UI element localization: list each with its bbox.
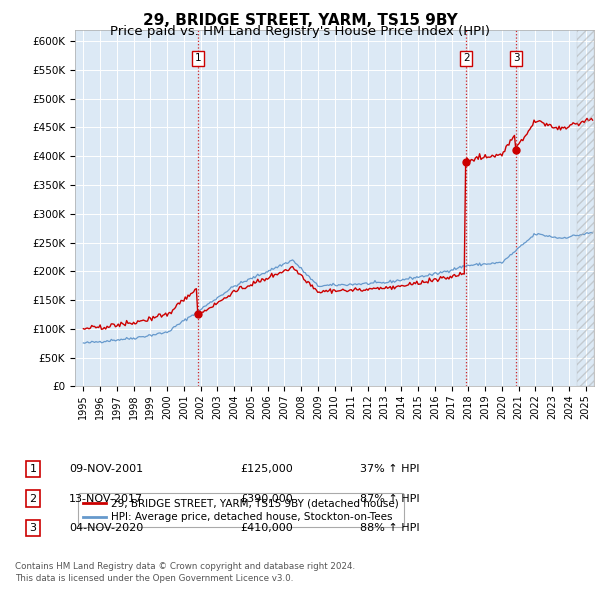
Text: Contains HM Land Registry data © Crown copyright and database right 2024.: Contains HM Land Registry data © Crown c… (15, 562, 355, 571)
Text: 88% ↑ HPI: 88% ↑ HPI (360, 523, 419, 533)
Text: 29, BRIDGE STREET, YARM, TS15 9BY: 29, BRIDGE STREET, YARM, TS15 9BY (143, 13, 457, 28)
Text: 2: 2 (463, 53, 470, 63)
Text: 37% ↑ HPI: 37% ↑ HPI (360, 464, 419, 474)
Text: 04-NOV-2020: 04-NOV-2020 (69, 523, 143, 533)
Text: £410,000: £410,000 (240, 523, 293, 533)
Text: Price paid vs. HM Land Registry's House Price Index (HPI): Price paid vs. HM Land Registry's House … (110, 25, 490, 38)
Text: 87% ↑ HPI: 87% ↑ HPI (360, 494, 419, 503)
Legend: 29, BRIDGE STREET, YARM, TS15 9BY (detached house), HPI: Average price, detached: 29, BRIDGE STREET, YARM, TS15 9BY (detac… (77, 493, 404, 527)
Text: £390,000: £390,000 (240, 494, 293, 503)
Text: 2: 2 (29, 494, 37, 503)
Text: 1: 1 (29, 464, 37, 474)
Text: 13-NOV-2017: 13-NOV-2017 (69, 494, 143, 503)
Text: 3: 3 (512, 53, 519, 63)
Text: This data is licensed under the Open Government Licence v3.0.: This data is licensed under the Open Gov… (15, 574, 293, 583)
Text: 1: 1 (195, 53, 202, 63)
Text: 09-NOV-2001: 09-NOV-2001 (69, 464, 143, 474)
Text: 3: 3 (29, 523, 37, 533)
Text: £125,000: £125,000 (240, 464, 293, 474)
